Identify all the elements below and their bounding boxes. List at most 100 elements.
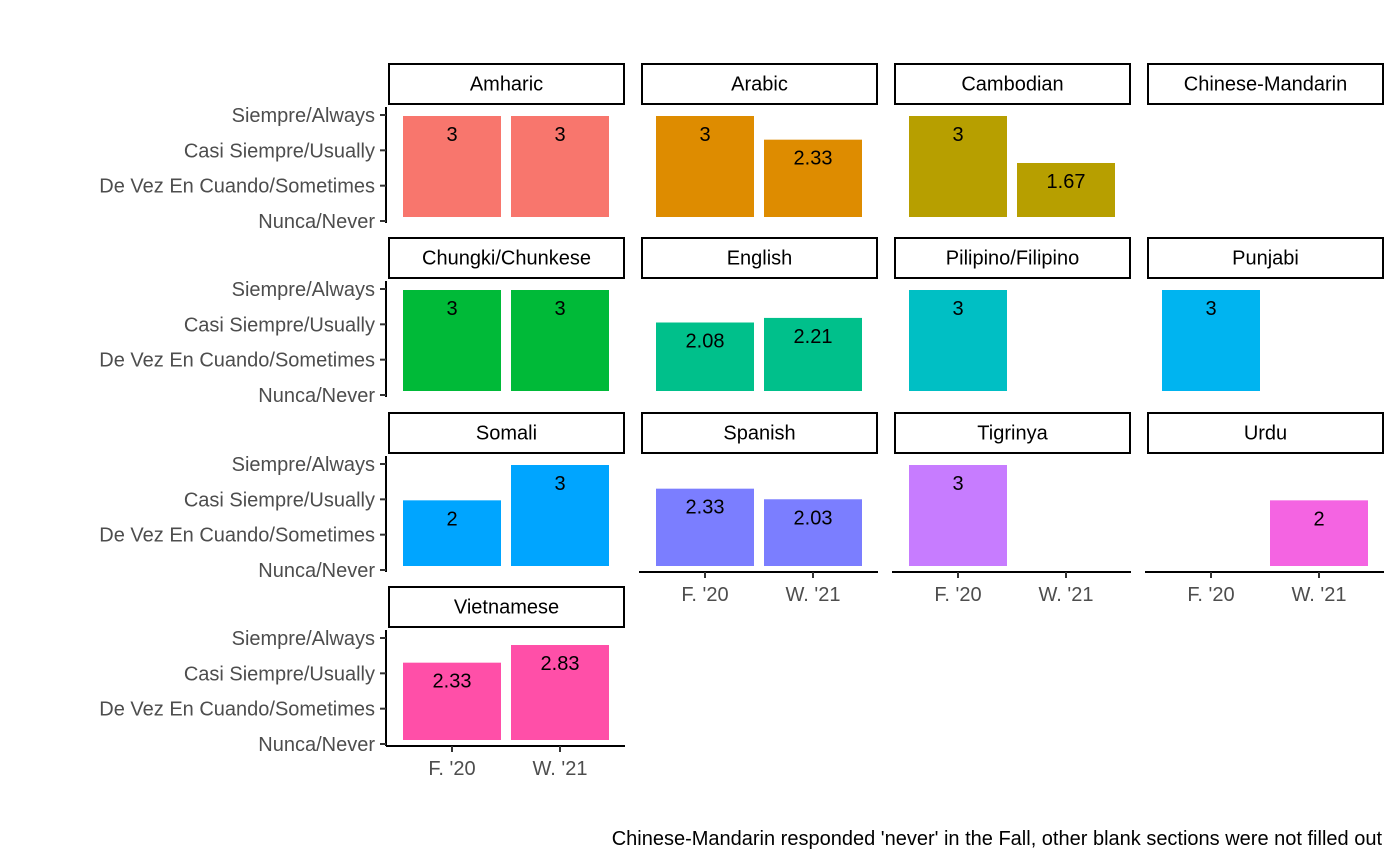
facet-strip (641, 63, 878, 105)
bar (764, 499, 862, 566)
bar-label: 2 (446, 508, 457, 530)
bar-label: 1.67 (1047, 171, 1086, 193)
y-tick-label: Nunca/Never (258, 734, 375, 756)
bar-label: 3 (952, 473, 963, 495)
facet-cambodian: Cambodian 3 1.67 (894, 63, 1131, 217)
bar (403, 662, 501, 740)
y-tick-label: Casi Siempre/Usually (184, 314, 375, 336)
facet-strip-label: Somali (476, 423, 537, 445)
bar-label: 2.33 (686, 497, 725, 519)
chart-caption: Chinese-Mandarin responded 'never' in th… (612, 828, 1383, 850)
bar (909, 116, 1007, 217)
facet-strip (388, 586, 625, 628)
facet-strip-label: Chinese-Mandarin (1184, 74, 1347, 96)
bar (403, 500, 501, 566)
facet-strip-label: Tigrinya (977, 423, 1048, 445)
facet-strip-label: Urdu (1244, 423, 1287, 445)
y-tick-label: Casi Siempre/Usually (184, 140, 375, 162)
facet-chinese-mandarin: Chinese-Mandarin (1147, 63, 1384, 105)
y-tick-label: De Vez En Cuando/Sometimes (99, 350, 375, 372)
bar-label: 3 (554, 473, 565, 495)
facet-panels: Amharic 3 3 Nunca/Never De Vez En Cuando/Som… (99, 63, 1384, 780)
x-tick-label: F. '20 (681, 584, 728, 606)
y-tick-label: Nunca/Never (258, 560, 375, 582)
facet-english: English 2.08 2.21 (641, 237, 878, 391)
bar (764, 139, 862, 217)
y-tick-label: Siempre/Always (232, 279, 375, 301)
facet-strip-label: English (727, 248, 793, 270)
facet-amharic: Amharic 3 3 Nunca/Never De Vez En Cuando/Som… (99, 63, 625, 233)
facet-strip (894, 412, 1131, 454)
facet-strip-label: Vietnamese (454, 597, 559, 619)
x-tick-label: F. '20 (934, 584, 981, 606)
facet-strip (894, 237, 1131, 279)
facet-strip (1147, 412, 1384, 454)
bar-label: 2.83 (541, 653, 580, 675)
bar (1162, 290, 1260, 391)
bar (403, 290, 501, 391)
facet-spanish: Spanish 2.33 2.03 F. '20 W. '21 (639, 412, 878, 606)
facet-strip-label: Amharic (470, 74, 543, 96)
y-tick-label: Siempre/Always (232, 105, 375, 127)
facet-strip-label: Cambodian (961, 74, 1063, 96)
facet-strip (641, 412, 878, 454)
bar (511, 645, 609, 740)
bar (909, 465, 1007, 566)
facet-urdu: Urdu 2 F. '20 W. '21 (1145, 412, 1384, 606)
x-tick-label: W. '21 (1039, 584, 1094, 606)
bar (1270, 500, 1368, 566)
facet-strip-label: Spanish (723, 423, 795, 445)
facet-strip-label: Pilipino/Filipino (946, 248, 1079, 270)
x-tick-label: W. '21 (786, 584, 841, 606)
x-tick-label: W. '21 (1292, 584, 1347, 606)
facet-vietnamese: Vietnamese 2.33 2.83 Nunca/Never De Vez En C… (99, 586, 625, 780)
facet-strip (894, 63, 1131, 105)
x-tick-label: F. '20 (1187, 584, 1234, 606)
bar (403, 116, 501, 217)
bar (656, 116, 754, 217)
bar (656, 488, 754, 566)
bar (511, 290, 609, 391)
y-tick-label: Nunca/Never (258, 385, 375, 407)
bar-label: 3 (554, 124, 565, 146)
facet-punjabi: Punjabi 3 (1147, 237, 1384, 391)
bar-label: 2.08 (686, 331, 725, 353)
y-tick-label: Siempre/Always (232, 454, 375, 476)
bar (909, 290, 1007, 391)
y-tick-label: Siempre/Always (232, 628, 375, 650)
bar (656, 322, 754, 391)
facet-strip (641, 237, 878, 279)
bar (511, 465, 609, 566)
bar (511, 116, 609, 217)
bar-label: 2.33 (794, 148, 833, 170)
bar-label: 2.03 (794, 507, 833, 529)
bar-label: 2.33 (433, 671, 472, 693)
bar-label: 3 (952, 298, 963, 320)
bar-label: 3 (446, 298, 457, 320)
facet-strip (388, 412, 625, 454)
facet-tigrinya: Tigrinya 3 F. '20 W. '21 (892, 412, 1131, 606)
facet-strip-label: Arabic (731, 74, 788, 96)
facet-strip (1147, 63, 1384, 105)
bar-label: 3 (554, 298, 565, 320)
y-tick-label: De Vez En Cuando/Sometimes (99, 525, 375, 547)
y-tick-label: De Vez En Cuando/Sometimes (99, 699, 375, 721)
facet-strip-label: Chungki/Chunkese (422, 248, 591, 270)
facet-strip (388, 63, 625, 105)
facet-arabic: Arabic 3 2.33 (641, 63, 878, 217)
facet-strip (388, 237, 625, 279)
facet-strip (1147, 237, 1384, 279)
facet-strip-label: Punjabi (1232, 248, 1299, 270)
facet-pilipino-filipino: Pilipino/Filipino 3 (894, 237, 1131, 391)
x-tick-label: F. '20 (428, 758, 475, 780)
y-tick-label: Nunca/Never (258, 211, 375, 233)
facet-chungki-chunkese: Chungki/Chunkese 3 3 Nunca/Never De Vez En C… (99, 237, 625, 407)
bar (1017, 162, 1115, 217)
x-tick-label: W. '21 (533, 758, 588, 780)
bar-label: 3 (1205, 298, 1216, 320)
bar-label: 3 (446, 124, 457, 146)
bar-label: 2 (1313, 508, 1324, 530)
y-tick-label: Casi Siempre/Usually (184, 489, 375, 511)
y-tick-label: Casi Siempre/Usually (184, 663, 375, 685)
